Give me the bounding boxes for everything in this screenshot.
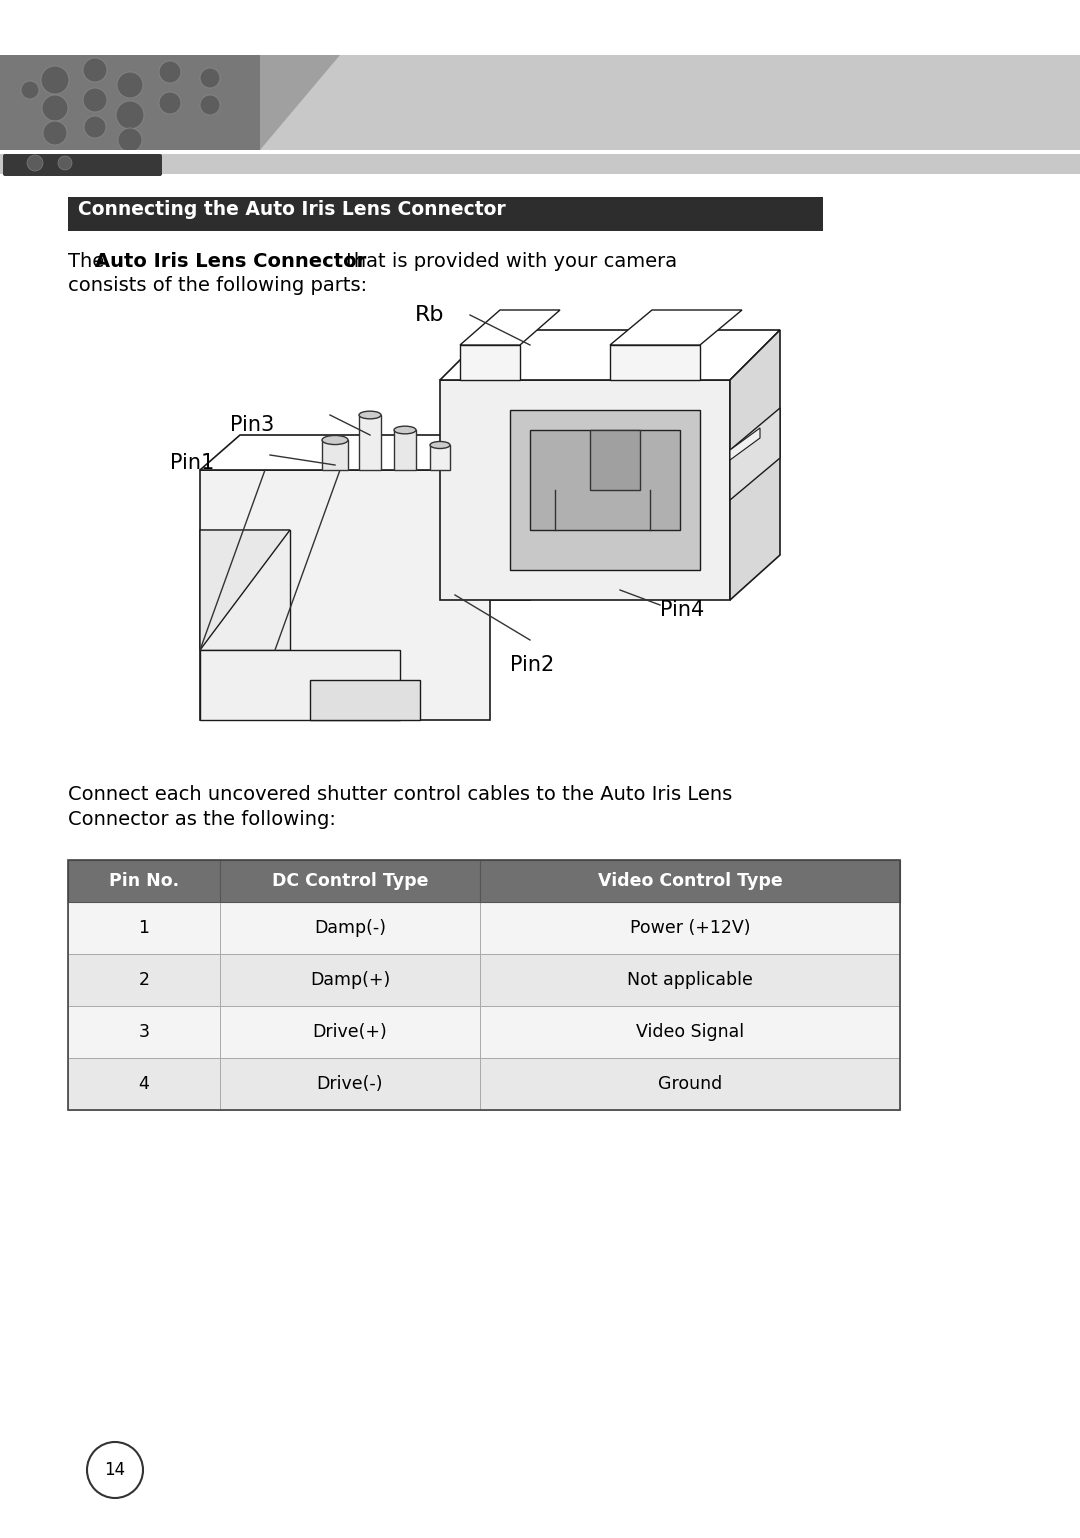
Bar [480,860,900,901]
Text: Pin1: Pin1 [170,454,214,474]
Polygon shape [440,331,780,380]
Text: Video Signal: Video Signal [636,1023,744,1041]
Bar [220,954,480,1006]
Bar [68,860,220,901]
Polygon shape [440,380,730,600]
Polygon shape [200,531,291,651]
Bar [68,901,220,954]
FancyBboxPatch shape [3,154,162,175]
Text: Pin3: Pin3 [230,415,274,435]
Circle shape [41,66,69,94]
Circle shape [117,72,143,98]
Polygon shape [0,55,260,151]
Circle shape [200,68,220,88]
Text: Connecting the Auto Iris Lens Connector: Connecting the Auto Iris Lens Connector [78,200,505,218]
Bar [68,197,823,231]
Text: Power (+12V): Power (+12V) [630,920,751,937]
Polygon shape [730,428,760,460]
Circle shape [200,95,220,115]
Polygon shape [359,415,381,471]
Text: Rb: Rb [415,305,445,325]
Text: Pin2: Pin2 [510,655,554,675]
Ellipse shape [322,435,348,444]
Polygon shape [730,408,780,500]
Text: Damp(-): Damp(-) [314,920,386,937]
Bar [220,1006,480,1058]
Text: Not applicable: Not applicable [627,970,753,989]
Circle shape [83,58,107,82]
Bar [0,151,1080,154]
Text: Connect each uncovered shutter control cables to the Auto Iris Lens: Connect each uncovered shutter control c… [68,784,732,804]
Circle shape [21,82,39,98]
Text: 4: 4 [138,1075,149,1094]
Text: The: The [68,252,110,271]
Polygon shape [590,431,640,491]
Bar [68,1006,220,1058]
Bar [480,1006,900,1058]
Text: 2: 2 [138,970,149,989]
Text: Pin No.: Pin No. [109,872,179,891]
Polygon shape [460,345,519,380]
Circle shape [159,62,181,83]
Text: Drive(+): Drive(+) [312,1023,388,1041]
Circle shape [83,88,107,112]
Polygon shape [322,440,348,471]
Text: Video Control Type: Video Control Type [597,872,782,891]
Bar [220,1058,480,1110]
Circle shape [116,102,144,129]
Text: 14: 14 [105,1461,125,1480]
Polygon shape [310,680,420,720]
Text: consists of the following parts:: consists of the following parts: [68,275,367,295]
Bar [220,860,480,901]
Polygon shape [200,471,490,720]
Polygon shape [530,431,680,531]
Bar [68,860,900,1110]
Polygon shape [200,651,400,720]
Polygon shape [200,531,291,651]
Polygon shape [260,55,340,151]
Ellipse shape [394,426,416,434]
Bar [0,55,1080,151]
Circle shape [87,1443,143,1498]
Bar [480,954,900,1006]
Polygon shape [200,435,530,471]
Bar [68,1058,220,1110]
Circle shape [84,115,106,138]
Polygon shape [394,431,416,471]
Polygon shape [730,331,780,600]
Polygon shape [430,444,450,471]
Circle shape [27,155,43,171]
Text: Pin4: Pin4 [660,600,704,620]
Polygon shape [460,311,561,345]
Bar [480,1058,900,1110]
Polygon shape [610,345,700,380]
Bar [220,901,480,954]
Text: Auto Iris Lens Connector: Auto Iris Lens Connector [95,252,366,271]
Circle shape [42,95,68,122]
Polygon shape [610,311,742,345]
Ellipse shape [359,411,381,418]
Text: Drive(-): Drive(-) [316,1075,383,1094]
Circle shape [58,155,72,171]
Text: Connector as the following:: Connector as the following: [68,811,336,829]
Bar [68,954,220,1006]
Text: DC Control Type: DC Control Type [272,872,429,891]
Text: Ground: Ground [658,1075,723,1094]
Circle shape [43,122,67,145]
Ellipse shape [430,441,450,449]
Text: that is provided with your camera: that is provided with your camera [340,252,677,271]
Bar [0,154,1080,174]
Circle shape [118,128,141,152]
Text: 1: 1 [138,920,149,937]
Text: 3: 3 [138,1023,149,1041]
Circle shape [159,92,181,114]
Text: Damp(+): Damp(+) [310,970,390,989]
Bar [480,901,900,954]
Polygon shape [510,411,700,571]
Polygon shape [490,435,530,600]
